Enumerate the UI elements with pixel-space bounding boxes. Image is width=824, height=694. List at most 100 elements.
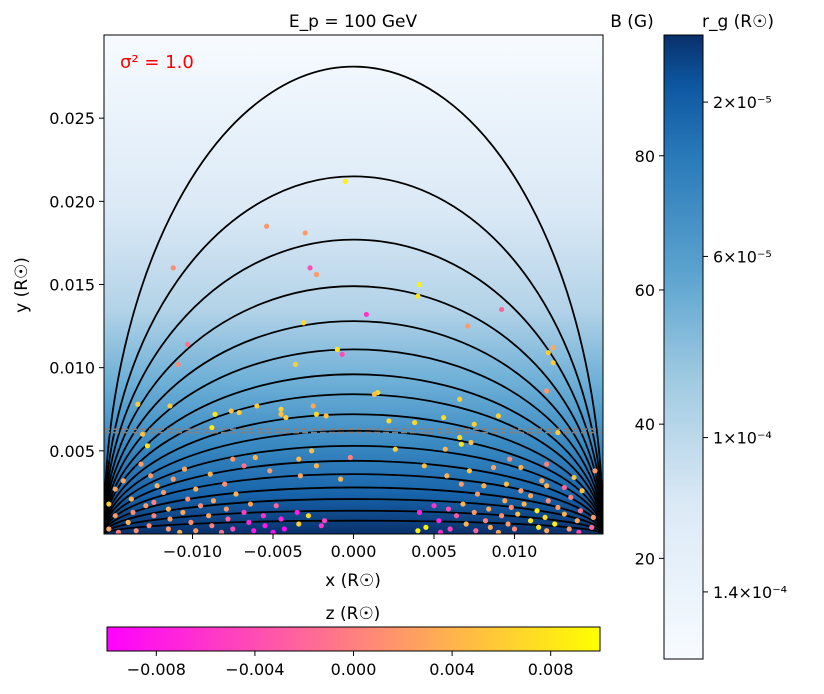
data-point bbox=[498, 513, 505, 519]
data-point bbox=[212, 411, 218, 417]
data-point bbox=[230, 526, 236, 532]
data-point bbox=[318, 523, 324, 529]
data-point bbox=[544, 483, 550, 489]
data-point bbox=[436, 518, 442, 524]
field-line bbox=[104, 175, 603, 534]
data-point bbox=[193, 528, 199, 534]
z-colorbar-tick-label: 0.000 bbox=[331, 660, 377, 679]
b-colorbar-tick-label: 20 bbox=[635, 549, 655, 568]
data-point bbox=[505, 521, 511, 527]
y-tick-label: 0.020 bbox=[49, 192, 95, 211]
b-colorbar bbox=[663, 34, 704, 660]
data-point bbox=[251, 528, 257, 534]
data-point bbox=[495, 413, 501, 419]
b-colorbar-tick-label: 40 bbox=[635, 415, 655, 434]
data-point bbox=[392, 446, 398, 452]
data-point bbox=[313, 411, 320, 417]
data-point bbox=[437, 529, 444, 534]
data-point bbox=[247, 501, 254, 507]
data-point bbox=[140, 431, 146, 437]
data-point bbox=[296, 456, 302, 462]
x-tick-label: 0.005 bbox=[411, 542, 457, 561]
data-point bbox=[518, 464, 524, 471]
data-point bbox=[503, 481, 510, 487]
data-point bbox=[571, 474, 577, 481]
data-point bbox=[305, 513, 312, 519]
data-point bbox=[262, 523, 268, 529]
data-point bbox=[270, 529, 276, 534]
data-point bbox=[206, 513, 212, 519]
y-tick-label: 0.010 bbox=[49, 359, 95, 378]
data-point bbox=[577, 508, 584, 514]
data-point bbox=[180, 509, 186, 515]
data-point bbox=[160, 489, 167, 496]
field-line bbox=[104, 393, 603, 534]
data-point bbox=[539, 478, 545, 484]
field-line bbox=[104, 429, 603, 534]
data-point bbox=[534, 508, 540, 514]
data-point bbox=[177, 529, 183, 534]
x-axis: −0.010 −0.005 0.000 0.005 0.010 bbox=[163, 534, 537, 561]
data-point bbox=[338, 476, 344, 482]
data-point bbox=[260, 513, 266, 519]
y-axis-label: y (R☉) bbox=[12, 257, 32, 313]
data-point bbox=[254, 403, 260, 409]
data-point bbox=[210, 498, 217, 504]
field-line bbox=[104, 373, 603, 534]
data-point bbox=[507, 456, 513, 462]
z-colorbar-tick-label: 0.008 bbox=[528, 660, 574, 679]
data-point bbox=[463, 521, 469, 527]
data-point bbox=[561, 484, 567, 491]
data-point bbox=[416, 509, 423, 515]
data-point bbox=[421, 463, 427, 469]
data-point bbox=[185, 341, 191, 347]
data-point bbox=[508, 504, 514, 510]
field-line bbox=[104, 238, 603, 534]
data-point bbox=[498, 306, 505, 313]
data-point bbox=[542, 514, 548, 520]
data-point bbox=[209, 424, 215, 431]
y-tick-label: 0.015 bbox=[49, 276, 95, 295]
data-point bbox=[321, 518, 328, 524]
data-point bbox=[135, 401, 141, 407]
data-point bbox=[222, 481, 228, 487]
data-point bbox=[453, 513, 460, 519]
data-point bbox=[447, 526, 453, 532]
data-point bbox=[175, 361, 181, 367]
data-point bbox=[181, 466, 188, 472]
data-point bbox=[511, 526, 518, 532]
data-point bbox=[296, 521, 302, 527]
data-point bbox=[441, 414, 447, 421]
data-point bbox=[590, 514, 596, 520]
y-axis: 0.005 0.010 0.015 0.020 0.025 bbox=[49, 109, 104, 461]
data-point bbox=[555, 504, 561, 510]
data-point bbox=[273, 503, 279, 509]
data-point bbox=[444, 473, 450, 479]
data-point bbox=[209, 523, 215, 529]
data-point bbox=[302, 230, 308, 236]
field-line bbox=[104, 65, 603, 534]
data-point bbox=[307, 265, 313, 271]
data-point bbox=[458, 481, 464, 487]
data-point bbox=[561, 511, 567, 517]
y-tick-label: 0.025 bbox=[49, 109, 95, 128]
data-point bbox=[106, 526, 112, 532]
data-point bbox=[545, 350, 551, 356]
chart-title: E_p = 100 GeV bbox=[289, 12, 418, 32]
x-axis-label: x (R☉) bbox=[325, 571, 381, 591]
data-point bbox=[363, 311, 369, 318]
data-point bbox=[267, 468, 273, 474]
data-point bbox=[518, 488, 524, 494]
data-point bbox=[236, 409, 242, 416]
data-point bbox=[294, 509, 300, 515]
data-point bbox=[170, 476, 176, 482]
data-point bbox=[197, 503, 204, 509]
x-tick-label: −0.010 bbox=[163, 542, 222, 561]
data-point bbox=[482, 518, 489, 524]
data-point bbox=[133, 528, 139, 534]
z-colorbar-label: z (R☉) bbox=[326, 604, 381, 624]
data-point bbox=[445, 506, 452, 512]
data-point bbox=[170, 265, 176, 271]
data-point bbox=[138, 461, 144, 467]
data-point bbox=[486, 506, 492, 512]
